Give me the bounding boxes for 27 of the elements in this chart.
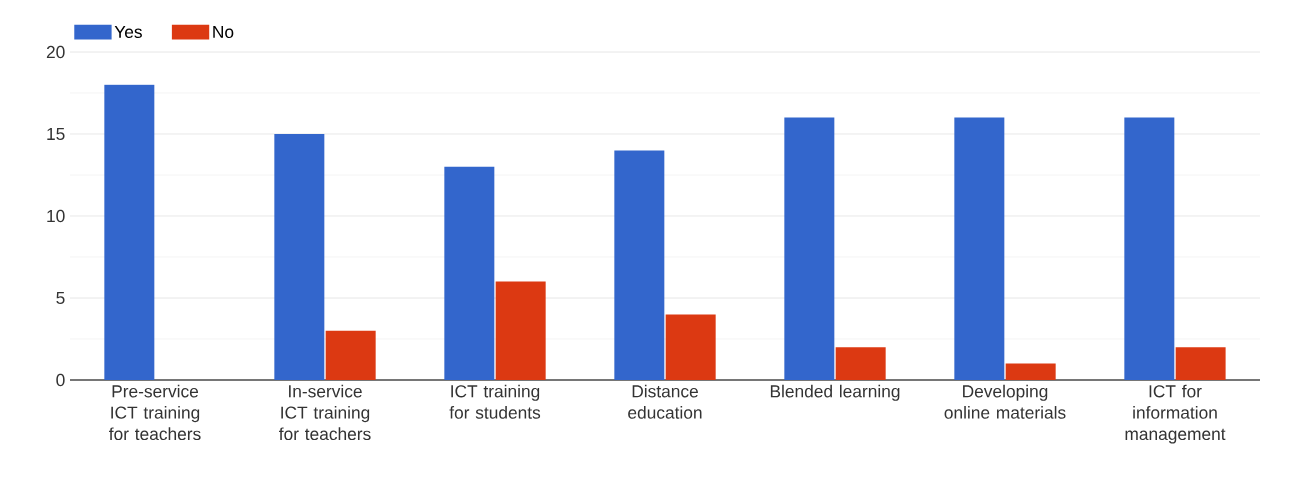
bar [954,117,1005,380]
bar [1124,117,1175,380]
bar [784,117,835,380]
legend-label: No [213,25,234,39]
x-tick-label: Blended learning [770,384,900,401]
bar [104,84,155,380]
bar [665,314,716,380]
x-tick-label: In-service ICT training for teachers [279,384,371,441]
bar [1175,347,1226,380]
x-tick-label: Distance education [628,384,702,419]
y-tick-label: 0 [56,373,65,387]
bar [325,330,376,380]
y-tick-label: 15 [47,127,65,141]
x-tick-label: ICT training for students [449,384,541,419]
bar [614,150,665,380]
bar [495,281,546,380]
y-tick-label: 20 [46,45,65,59]
y-tick-label: 10 [47,209,65,223]
x-tick-label: ICT for information management [1125,384,1226,444]
bar [1005,363,1056,380]
x-tick-label: Developing online materials [944,384,1066,419]
bar [444,166,495,380]
legend-label: Yes [114,25,142,39]
y-tick-label: 5 [56,291,65,305]
x-tick-label: Pre-service ICT training for teachers [109,384,201,441]
bar [835,347,886,380]
bar [274,134,325,380]
